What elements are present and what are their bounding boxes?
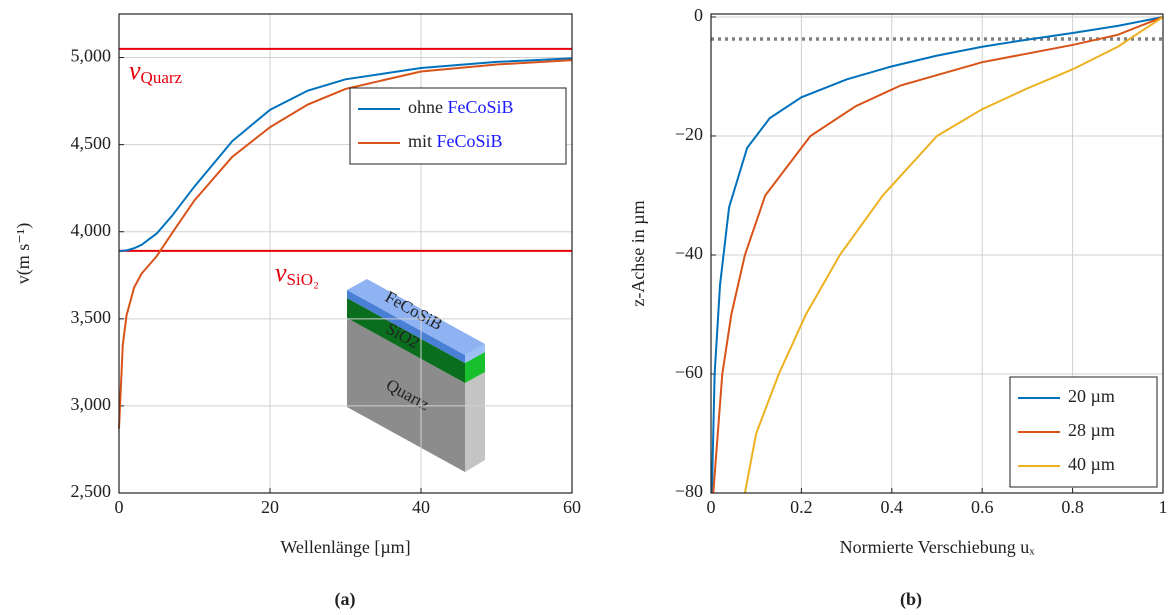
fecosib-front xyxy=(347,290,465,363)
x-tick-label: 0.2 xyxy=(790,497,813,517)
x-tick-label: 0.8 xyxy=(1061,497,1084,517)
fecosib-top xyxy=(347,279,485,355)
quartz-side xyxy=(465,372,485,472)
plot-frame xyxy=(118,13,573,494)
legend-label: mit FeCoSiB xyxy=(408,131,503,151)
series-line xyxy=(712,16,1164,494)
y-axis-label: v(m s⁻¹) xyxy=(13,223,34,284)
series-line xyxy=(743,16,1164,494)
legend-box xyxy=(349,87,567,165)
y-tick-label: −40 xyxy=(675,243,703,263)
caption: (a) xyxy=(335,589,356,610)
y-tick-label: −60 xyxy=(675,362,703,382)
y-tick-label: −80 xyxy=(675,481,703,501)
y-tick-label: 4,000 xyxy=(71,220,112,240)
legend-label: 40 µm xyxy=(1068,454,1115,474)
symbol: v xyxy=(129,56,141,85)
plot-frame xyxy=(710,13,1164,494)
sio2-side xyxy=(465,352,485,383)
x-tick-label: 60 xyxy=(563,497,581,517)
y-tick-label: 3,500 xyxy=(71,307,112,327)
reference-label: vSiO₂ xyxy=(275,258,319,289)
x-axis-label: Wellenlänge [µm] xyxy=(280,537,410,557)
caption: (b) xyxy=(900,589,922,610)
symbol: v xyxy=(275,258,287,287)
fecosib-side xyxy=(465,344,485,363)
reference-label: vQuarz xyxy=(129,56,183,87)
subscript: SiO₂ xyxy=(287,270,319,289)
y-axis-label: z-Achse in µm xyxy=(628,200,648,306)
x-tick-label: 20 xyxy=(261,497,279,517)
legend-label: 20 µm xyxy=(1068,386,1115,406)
y-tick-label: −20 xyxy=(675,124,703,144)
inset-diagram: FeCoSiB SiO2 Quartz xyxy=(347,279,485,472)
x-tick-label: 1 xyxy=(1159,497,1168,517)
x-tick-label: 0.4 xyxy=(881,497,904,517)
y-tick-label: 3,000 xyxy=(71,394,112,414)
series-line xyxy=(118,59,573,429)
series-line xyxy=(710,15,1164,494)
quartz-front xyxy=(347,318,465,472)
y-tick-label: 4,500 xyxy=(71,133,112,153)
x-tick-label: 0 xyxy=(707,497,716,517)
series-line xyxy=(118,57,573,252)
legend-label: 28 µm xyxy=(1068,420,1115,440)
subscript: Quarz xyxy=(141,68,183,87)
x-tick-label: 0 xyxy=(115,497,124,517)
x-tick-label: 40 xyxy=(412,497,430,517)
y-tick-label: 5,000 xyxy=(71,46,112,66)
x-axis-label: Normierte Verschiebung uₓ xyxy=(840,537,1036,557)
legend-label: ohne FeCoSiB xyxy=(408,97,514,117)
y-tick-label: 0 xyxy=(694,5,703,25)
y-tick-label: 2,500 xyxy=(71,481,112,501)
x-tick-label: 0.6 xyxy=(971,497,994,517)
